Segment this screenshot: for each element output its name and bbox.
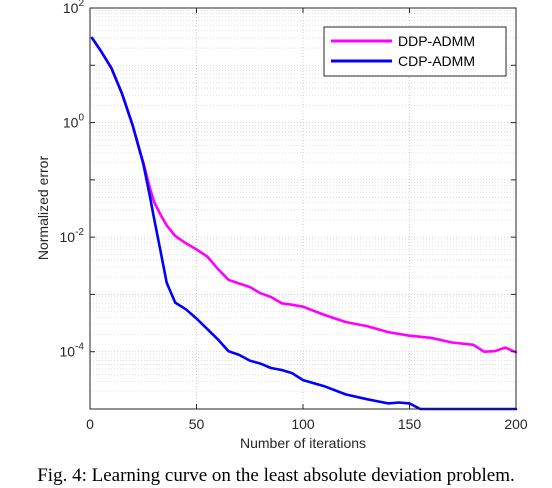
x-tick-label: 150 [398,416,422,432]
figure-caption: Fig. 4: Learning curve on the least abso… [37,465,515,486]
x-axis-label: Number of iterations [240,435,366,451]
y-tick-labels: 10-4 10-2 100 102 [60,0,85,360]
x-tick-label: 0 [86,416,94,432]
axis-ticks [89,7,517,410]
legend: DDP-ADMM CDP-ADMM [323,26,507,77]
y-tick-label: 10-2 [60,227,85,245]
x-tick-labels: 0 50 100 150 200 [86,416,528,432]
x-tick-label: 50 [189,416,205,432]
y-axis-label: Normalized error [35,156,51,261]
legend-label-cdp-admm: CDP-ADMM [398,53,475,69]
legend-label-ddp-admm: DDP-ADMM [398,33,475,49]
y-tick-label: 10-4 [60,342,85,360]
y-tick-label: 100 [63,113,85,131]
x-tick-label: 200 [504,416,528,432]
y-tick-label: 102 [63,0,85,16]
legend-box [323,26,507,77]
x-tick-label: 100 [291,416,315,432]
